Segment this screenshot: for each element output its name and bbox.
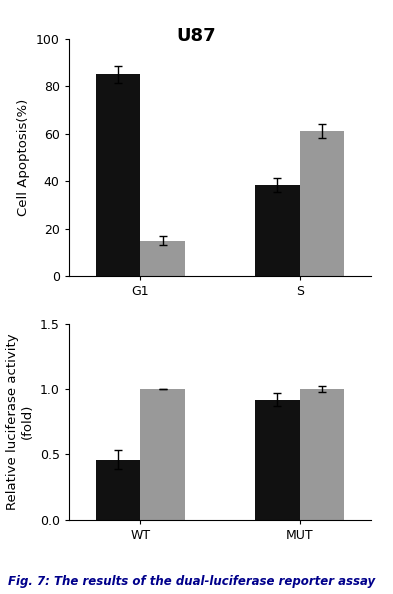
- Bar: [255, 400, 300, 520]
- Bar: [300, 131, 344, 276]
- Bar: [96, 74, 140, 276]
- Text: Fig. 7: The results of the dual-luciferase reporter assay: Fig. 7: The results of the dual-lucifera…: [8, 575, 375, 588]
- Bar: [140, 241, 185, 276]
- Bar: [140, 389, 185, 520]
- Bar: [300, 389, 344, 520]
- Text: U87: U87: [177, 27, 216, 45]
- Bar: [255, 185, 300, 276]
- Bar: [96, 460, 140, 520]
- Y-axis label: Relative luciferase activity
(fold): Relative luciferase activity (fold): [6, 333, 34, 510]
- Y-axis label: Cell Apoptosis(%): Cell Apoptosis(%): [17, 99, 30, 216]
